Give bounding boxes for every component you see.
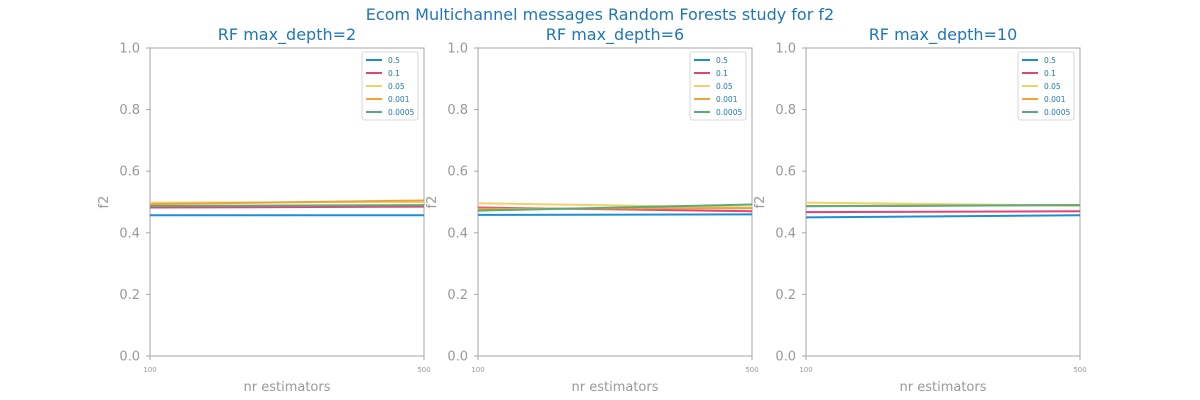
y-axis-label: f2 (425, 196, 440, 209)
y-tick-label: 0.2 (447, 288, 468, 303)
chart-panel-1: RF max_depth=2 0.0 0.2 0.4 0.6 0.8 1.0 100 500 nr… (97, 25, 431, 395)
legend: 0.5 0.1 0.05 0.001 0.0005 (689, 51, 747, 121)
legend-label: 0.0005 (388, 108, 414, 117)
chart-panel-2: RF max_depth=6 0.0 0.2 0.4 0.6 0.8 1.0 100 500 nr… (425, 25, 759, 395)
legend-box (1017, 51, 1075, 121)
legend-label: 0.05 (716, 82, 733, 91)
legend-label: 0.001 (388, 95, 410, 104)
y-tick-label: 1.0 (447, 42, 468, 57)
y-tick-label: 0.8 (447, 103, 468, 118)
y-tick-label: 1.0 (119, 42, 140, 57)
y-axis-label: f2 (753, 196, 768, 209)
plot-frame (805, 47, 1081, 357)
y-tick-label: 0.0 (775, 350, 796, 365)
x-tick-label: 500 (745, 366, 758, 374)
y-tick-label: 0.2 (775, 288, 796, 303)
series-line-0-05 (477, 202, 753, 209)
y-tick-label: 0.4 (119, 226, 140, 241)
y-tick-label: 0.6 (119, 165, 140, 180)
legend-label: 0.1 (388, 69, 400, 78)
legend-label: 0.5 (388, 56, 400, 65)
y-axis-label: f2 (97, 196, 112, 209)
legend-label: 0.0005 (716, 108, 742, 117)
legend-box (361, 51, 419, 121)
y-tick-label: 0.0 (119, 350, 140, 365)
figure-suptitle: Ecom Multichannel messages Random Forest… (366, 5, 834, 24)
legend-label: 0.001 (716, 95, 738, 104)
y-tick-label: 0.0 (447, 350, 468, 365)
legend: 0.5 0.1 0.05 0.001 0.0005 (361, 51, 419, 121)
x-tick-label: 100 (143, 366, 156, 374)
x-axis-label: nr estimators (900, 380, 987, 395)
y-tick-label: 0.4 (775, 226, 796, 241)
panel-title: RF max_depth=2 (218, 25, 356, 45)
legend-label: 0.1 (716, 69, 728, 78)
series-line-0-0005 (805, 204, 1081, 208)
x-axis-label: nr estimators (572, 380, 659, 395)
legend-label: 0.1 (1044, 69, 1056, 78)
series-line-0-0005 (149, 204, 425, 208)
y-tick-label: 0.4 (447, 226, 468, 241)
legend-label: 0.5 (1044, 56, 1056, 65)
legend-box (689, 51, 747, 121)
chart-panels: RF max_depth=2 0.0 0.2 0.4 0.6 0.8 1.0 100 500 nr… (97, 25, 1087, 395)
x-tick-label: 500 (1073, 366, 1086, 374)
x-tick-label: 100 (471, 366, 484, 374)
y-tick-label: 1.0 (775, 42, 796, 57)
x-tick-label: 500 (417, 366, 430, 374)
x-tick-label: 100 (799, 366, 812, 374)
y-tick-label: 0.8 (119, 103, 140, 118)
legend-label: 0.05 (1044, 82, 1061, 91)
legend-label: 0.001 (1044, 95, 1066, 104)
series-line-0-1 (805, 210, 1081, 214)
series-line-0-001 (149, 199, 425, 206)
x-axis-label: nr estimators (244, 380, 331, 395)
series-line-0-5 (477, 213, 753, 216)
plot-frame (477, 47, 753, 357)
panel-title: RF max_depth=10 (869, 25, 1018, 45)
series-line-0-1 (149, 205, 425, 209)
y-tick-label: 0.8 (775, 103, 796, 118)
legend-label: 0.0005 (1044, 108, 1070, 117)
series-line-0-5 (805, 214, 1081, 219)
panel-title: RF max_depth=6 (546, 25, 684, 45)
legend-label: 0.05 (388, 82, 405, 91)
legend: 0.5 0.1 0.05 0.001 0.0005 (1017, 51, 1075, 121)
y-tick-label: 0.6 (447, 165, 468, 180)
series-line-0-0005 (477, 203, 753, 212)
legend-label: 0.5 (716, 56, 728, 65)
y-tick-label: 0.6 (775, 165, 796, 180)
chart-panel-3: RF max_depth=10 0.0 0.2 0.4 0.6 0.8 1.0 100 500 n… (753, 25, 1087, 395)
y-tick-label: 0.2 (119, 288, 140, 303)
